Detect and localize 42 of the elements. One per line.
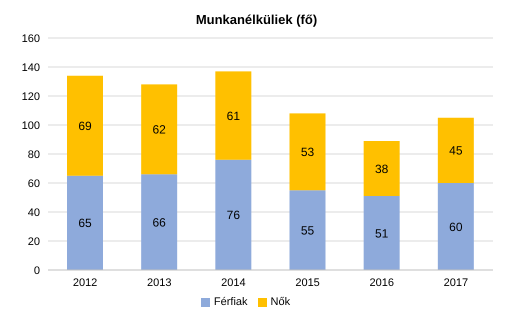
bar <box>141 174 178 270</box>
y-tick-label: 0 <box>34 264 40 277</box>
data-label: 51 <box>374 226 389 240</box>
data-label: 69 <box>78 118 92 133</box>
x-tick-label: 2014 <box>221 276 246 289</box>
data-label: 53 <box>300 145 314 160</box>
x-tick-label: 2017 <box>444 276 468 289</box>
bar <box>215 71 252 160</box>
y-tick-label: 100 <box>22 120 40 132</box>
legend-label: Nők <box>270 296 290 308</box>
bar <box>215 160 252 270</box>
y-tick-label: 60 <box>28 178 40 190</box>
bar <box>67 176 103 270</box>
data-label: 62 <box>152 122 166 137</box>
x-tick-label: 2012 <box>72 276 98 289</box>
y-tick-label: 140 <box>22 62 40 74</box>
bar <box>438 183 474 270</box>
data-label: 55 <box>300 223 314 238</box>
bar <box>290 190 326 270</box>
bar <box>364 140 400 196</box>
y-tick-label: 40 <box>28 206 40 219</box>
data-label: 66 <box>152 215 166 230</box>
chart-title: Munkanélküliek (fő) <box>194 11 318 29</box>
bar <box>364 196 400 270</box>
x-tick-label: 2016 <box>370 276 394 289</box>
bar <box>290 113 326 190</box>
data-label: 76 <box>226 208 240 222</box>
data-label: 45 <box>449 144 463 158</box>
bar <box>67 76 103 176</box>
y-tick-label: 80 <box>28 148 40 161</box>
y-tick-label: 20 <box>28 236 40 248</box>
data-label: 65 <box>78 216 92 230</box>
legend-label: Férfiak <box>214 296 248 308</box>
y-tick-label: 120 <box>22 90 40 103</box>
data-label: 61 <box>226 108 240 123</box>
y-tick-label: 160 <box>22 32 40 45</box>
data-label: 60 <box>449 220 463 234</box>
x-tick-label: 2015 <box>295 276 320 289</box>
x-tick-label: 2013 <box>147 276 172 289</box>
bar <box>141 84 178 174</box>
data-label: 38 <box>374 162 389 176</box>
bar <box>438 118 474 183</box>
